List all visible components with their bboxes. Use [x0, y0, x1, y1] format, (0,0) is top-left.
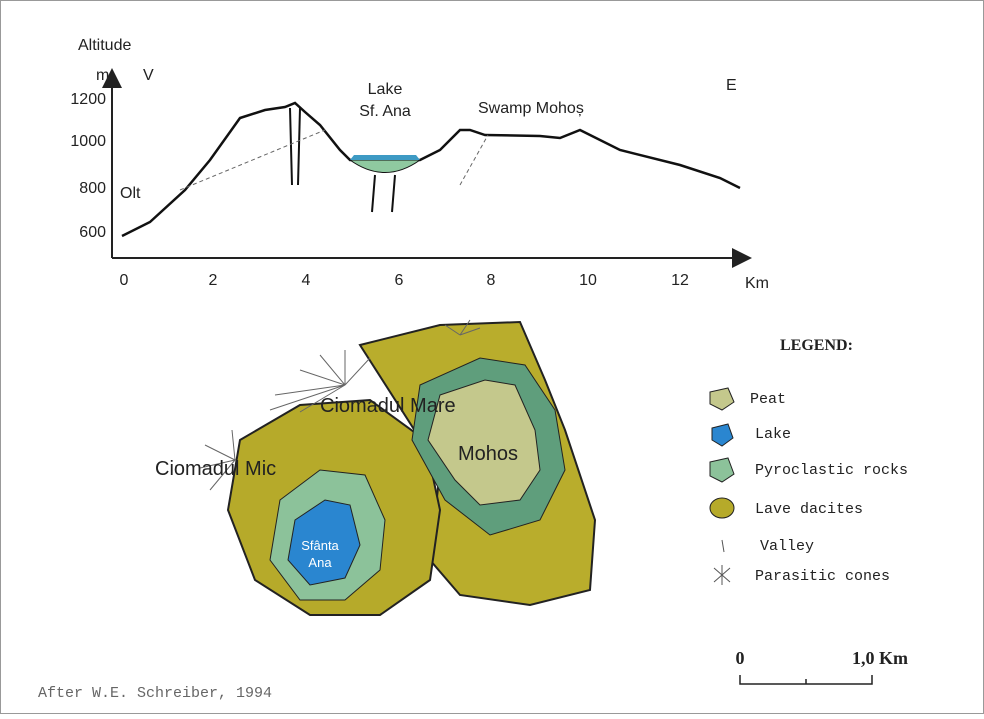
scale-start: 0	[736, 648, 745, 668]
lake-map-label: Ana	[308, 555, 332, 570]
legend-swatch	[709, 387, 735, 411]
scale-end: 1,0 Km	[852, 648, 908, 668]
river-label: Olt	[120, 185, 141, 202]
legend-swatch	[709, 457, 735, 483]
x-tick-label: 0	[120, 272, 129, 289]
legend-swatch	[713, 565, 731, 585]
west-label: V	[143, 67, 154, 84]
legend-swatch	[709, 497, 735, 519]
mohos-label: Mohos	[458, 443, 518, 465]
peat	[427, 379, 541, 506]
scale-bar	[739, 675, 873, 685]
y-tick-label: 1000	[70, 133, 106, 150]
y-tick-label: 600	[79, 224, 106, 241]
ciomadul-mic-label: Ciomadul Mic	[155, 458, 276, 480]
legend-label: Parasitic cones	[755, 568, 890, 585]
y-tick-label: 800	[79, 180, 106, 197]
east-label: E	[726, 77, 737, 94]
x-tick-label: 10	[579, 272, 597, 289]
lake-section	[348, 159, 422, 173]
legend-title: LEGEND:	[780, 337, 853, 354]
x-tick-label: 12	[671, 272, 689, 289]
legend-label: Valley	[760, 538, 814, 555]
x-tick-label: 4	[302, 272, 311, 289]
x-unit: Km	[745, 275, 769, 292]
y-axis-title: Altitude	[78, 37, 131, 54]
y-unit: m	[96, 67, 109, 84]
x-tick-label: 2	[209, 272, 218, 289]
legend-label: Peat	[750, 391, 786, 408]
legend-swatch	[711, 423, 734, 447]
lake-label: Lake	[368, 81, 403, 98]
y-tick-label: 1200	[70, 91, 106, 108]
legend-label: Pyroclastic rocks	[755, 462, 908, 479]
swamp-label: Swamp Mohoș	[478, 100, 584, 117]
conduits	[289, 107, 396, 213]
credit: After W.E. Schreiber, 1994	[38, 685, 272, 702]
legend-label: Lake	[755, 426, 791, 443]
lake-water	[350, 155, 420, 160]
lake-label: Sf. Ana	[359, 103, 411, 120]
legend-swatch	[721, 539, 725, 553]
ciomadul-mare-label: Ciomadul Mare	[320, 395, 456, 417]
x-tick-label: 8	[487, 272, 496, 289]
lake-map-label: Sfânta	[301, 538, 339, 553]
lake-map	[287, 499, 361, 586]
parasitic-cones	[199, 319, 481, 491]
legend-label: Lave dacites	[755, 501, 863, 518]
x-tick-label: 6	[395, 272, 404, 289]
contacts	[179, 129, 489, 191]
